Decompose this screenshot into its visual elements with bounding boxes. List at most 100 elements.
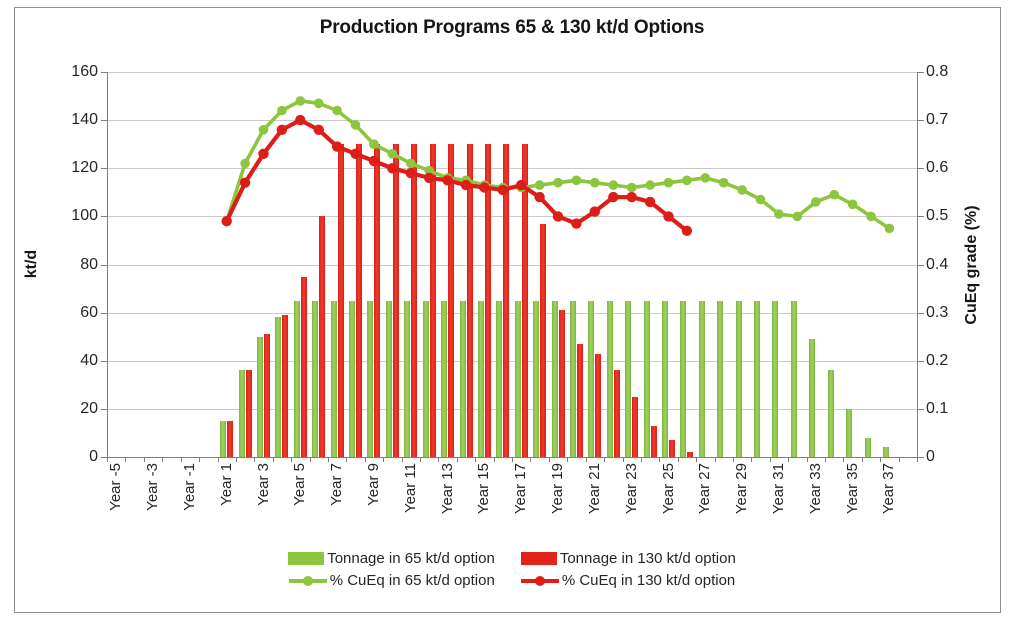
marker-cueq-65 [387,149,398,159]
marker-cueq-65 [350,120,361,130]
legend-swatch-tonnage-130 [520,552,557,565]
marker-cueq-130 [516,179,527,191]
gridline [107,408,917,410]
bar-tonnage-130 [613,370,620,457]
gridline [107,120,917,122]
bar-tonnage-65 [220,420,227,457]
bar-tonnage-65 [846,408,853,457]
x-axis-tick-label: Year 33 [806,463,824,515]
marker-cueq-130 [479,182,490,193]
bar-tonnage-65 [790,300,797,457]
legend-row-bars: Tonnage in 65 kt/d option Tonnage in 130… [288,550,736,567]
x-axis-tick [217,458,219,462]
bar-tonnage-65 [293,300,300,457]
bar-tonnage-65 [625,300,632,457]
bar-tonnage-130 [484,144,491,457]
left-axis-tick-label: 100 [71,207,98,225]
bar-tonnage-65 [441,300,448,457]
marker-cueq-65 [866,211,876,222]
left-axis-line [107,72,108,458]
bar-tonnage-130 [227,420,234,457]
bar-tonnage-130 [632,396,639,457]
x-axis-tick [604,458,605,462]
marker-cueq-65 [332,105,342,116]
marker-cueq-130 [626,191,637,203]
bar-tonnage-130 [411,144,418,457]
right-axis-tick [918,72,924,73]
bar-tonnage-65 [588,300,595,457]
bar-tonnage-65 [496,300,503,457]
x-axis-tick-label: Year 37 [880,463,898,515]
marker-cueq-65 [700,173,711,183]
marker-cueq-65 [571,175,582,186]
left-axis-tick [101,216,107,218]
bar-tonnage-65 [662,300,668,457]
left-axis-tick-label: 120 [71,159,98,177]
marker-cueq-65 [847,199,858,210]
marker-cueq-130 [387,163,398,174]
x-axis-tick-label: Year 15 [475,463,493,515]
gridline [107,216,917,218]
left-axis-tick-label: 40 [80,351,98,369]
x-axis-tick [401,458,403,462]
bar-tonnage-65 [717,300,724,457]
x-axis-tick [696,458,698,462]
bar-tonnage-65 [367,300,374,457]
right-axis-tick [918,168,924,170]
left-axis-tick-label: 20 [80,399,98,417]
x-axis-tick [585,458,587,462]
x-axis-tick-label: Year 25 [659,463,677,515]
marker-cueq-130 [571,218,582,229]
marker-cueq-130 [644,196,656,208]
bar-tonnage-65 [809,339,816,457]
right-axis-tick [918,264,924,266]
bar-tonnage-65 [257,336,263,457]
bar-tonnage-130 [245,370,252,457]
bar-tonnage-130 [374,144,381,457]
bar-tonnage-65 [422,300,429,457]
legend-item-cueq-130: % CuEq in 130 kt/d option [520,572,735,589]
bar-tonnage-65 [477,300,484,457]
right-axis-tick [918,457,924,458]
right-axis-tick [918,360,924,362]
x-axis-tick-label: Year 19 [549,463,566,515]
right-axis-tick [918,312,924,314]
bar-tonnage-65 [349,300,355,457]
marker-cueq-130 [313,124,324,135]
left-axis-tick [101,360,107,362]
marker-cueq-65 [608,180,619,190]
bar-tonnage-65 [698,300,705,457]
legend: Tonnage in 65 kt/d option Tonnage in 130… [0,550,1024,589]
chart-title: Production Programs 65 & 130 kt/d Option… [319,17,705,38]
right-axis-tick-label: 0.6 [926,159,949,177]
marker-cueq-65 [755,194,766,205]
x-axis-tick [567,458,569,462]
right-axis-tick-label: 0 [926,448,935,465]
legend-line-marker-red [520,574,559,587]
marker-cueq-130 [608,191,619,203]
x-axis-tick-label: Year 29 [733,463,751,515]
x-axis-tick-label: Year 31 [769,463,787,515]
x-axis-tick [493,458,495,462]
bar-tonnage-130 [540,223,547,457]
bar-tonnage-65 [606,300,613,457]
line-cueq-130 [224,117,689,233]
marker-cueq-130 [663,211,674,222]
x-axis-tick [475,458,477,462]
marker-cueq-65 [737,185,747,195]
x-axis-tick [346,458,348,462]
x-axis-tick [235,458,237,462]
marker-cueq-65 [277,105,287,116]
legend-item-cueq-65: % CuEq in 65 kt/d option [288,572,495,589]
x-axis-tick-label: Year 1 [217,463,235,506]
left-axis-tick [101,457,107,458]
x-axis-tick-label: Year 11 [401,463,419,514]
bar-tonnage-130 [282,315,289,457]
marker-cueq-65 [258,125,269,135]
legend-line-marker-green [288,574,327,587]
legend-swatch-tonnage-65 [288,552,325,565]
bar-tonnage-130 [503,144,510,457]
x-axis-tick [364,458,366,462]
marker-cueq-65 [424,165,435,176]
legend-item-tonnage-130: Tonnage in 130 kt/d option [520,550,736,567]
